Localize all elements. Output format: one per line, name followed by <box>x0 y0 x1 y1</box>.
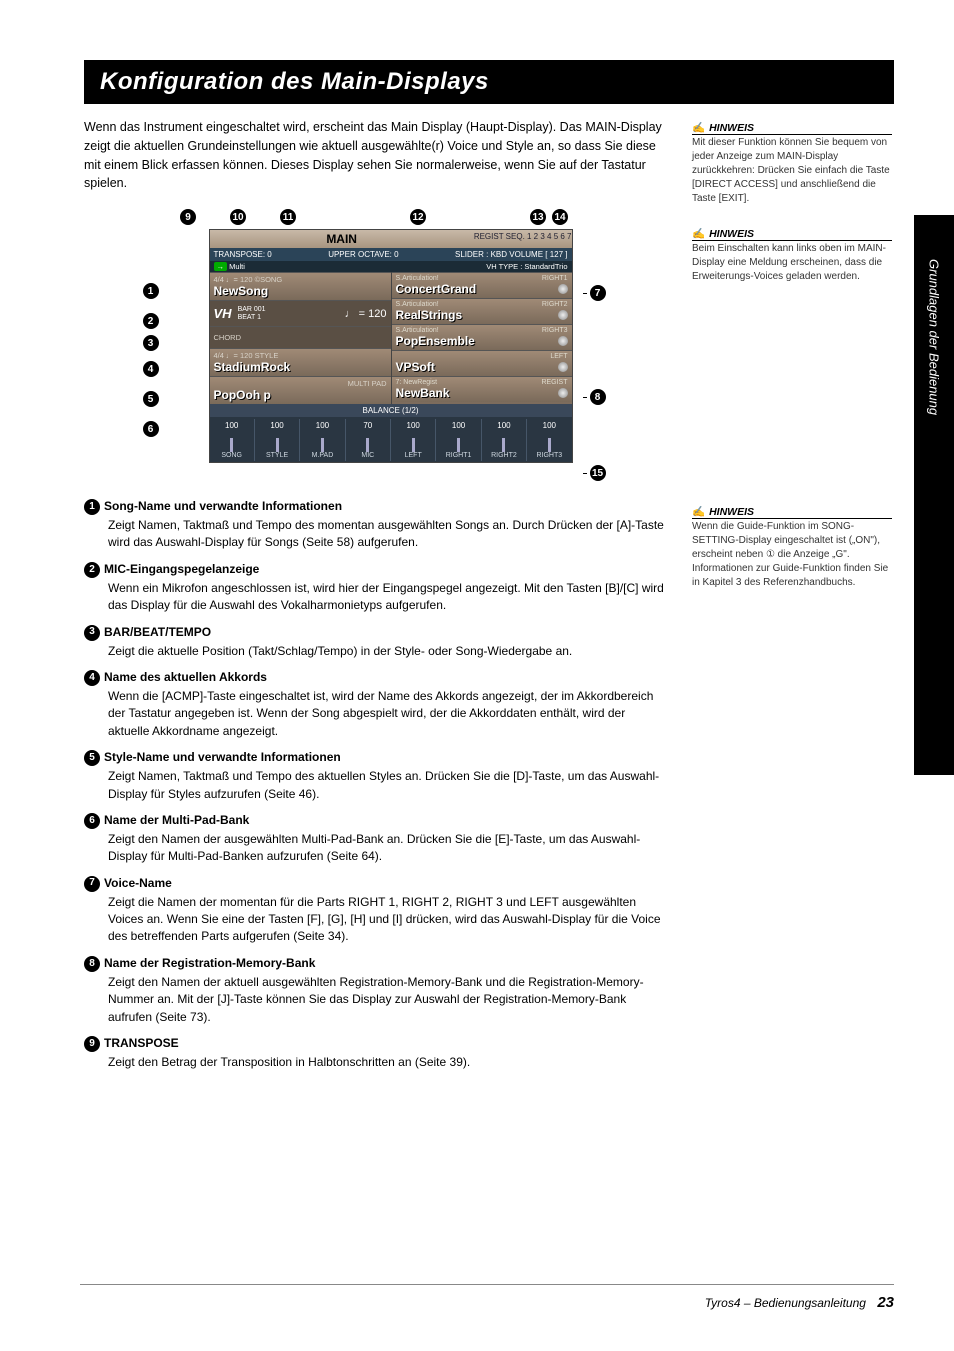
song-cell: 4/4 ♩= 120 ©SONG NewSong <box>210 272 391 300</box>
balance-item: 100RIGHT1 <box>436 419 481 461</box>
callout-2: 2 <box>143 313 159 329</box>
transpose-value: TRANSPOSE: 0 <box>214 250 272 259</box>
voice-right3: S.Articulation!RIGHT3 PopEnsemble <box>392 324 572 350</box>
annotation-number: 2 <box>84 562 100 578</box>
multi-label: Multi <box>229 262 245 271</box>
annotation-head: Name des aktuellen Akkords <box>104 669 267 686</box>
balance-item: 100M.PAD <box>300 419 345 461</box>
voice-right1: S.Articulation!RIGHT1 ConcertGrand <box>392 272 572 298</box>
annotation-body: Zeigt Namen, Taktmaß und Tempo des momen… <box>84 517 664 552</box>
callout-15: 15 <box>590 465 606 481</box>
annotation-item: 3BAR/BEAT/TEMPO Zeigt die aktuelle Positi… <box>84 623 664 660</box>
callout-14: 14 <box>552 209 568 225</box>
page-title: Konfiguration des Main-Displays <box>84 60 894 104</box>
multipad-cell: MULTI PAD PopOoh p <box>210 376 391 404</box>
annotation-body: Zeigt Namen, Taktmaß und Tempo des aktue… <box>84 768 664 803</box>
annotation-item: 7Voice-Name Zeigt die Namen der momentan … <box>84 874 664 946</box>
callout-4: 4 <box>143 361 159 377</box>
annotation-number: 6 <box>84 813 100 829</box>
annotation-head: Style-Name und verwandte Informationen <box>104 749 341 766</box>
callout-12: 12 <box>410 209 426 225</box>
annotation-head: MIC-Eingangspegelanzeige <box>104 561 259 578</box>
regist-seq: REGIST SEQ. 1 2 3 4 5 6 7 <box>474 232 572 241</box>
annotation-list: 1Song-Name und verwandte Informationen Ze… <box>84 497 664 1071</box>
annotation-body: Zeigt den Betrag der Transposition in Ha… <box>84 1054 664 1071</box>
balance-item: 70MIC <box>346 419 391 461</box>
screen-title: MAIN REGIST SEQ. 1 2 3 4 5 6 7 <box>210 230 572 248</box>
note-1: HINWEIS Mit dieser Funktion können Sie b… <box>692 118 892 206</box>
annotation-body: Zeigt den Namen der aktuell ausgewählten… <box>84 974 664 1026</box>
annotation-number: 8 <box>84 956 100 972</box>
callout-9: 9 <box>180 209 196 225</box>
annotation-body: Zeigt die Namen der momentan für die Par… <box>84 894 664 946</box>
annotation-head: BAR/BEAT/TEMPO <box>104 624 211 641</box>
regist-cell: 7: NewRegistREGIST NewBank <box>392 376 572 402</box>
callout-10: 10 <box>230 209 246 225</box>
balance-row: 100SONG100STYLE100M.PAD70MIC100LEFT100RI… <box>210 417 572 462</box>
annotation-number: 7 <box>84 876 100 892</box>
callout-13: 13 <box>530 209 546 225</box>
balance-item: 100SONG <box>210 419 255 461</box>
vh-type: VH TYPE : StandardTrio <box>486 262 567 271</box>
chord-cell: CHORD <box>210 326 391 348</box>
balance-item: 100RIGHT2 <box>482 419 527 461</box>
annotation-head: Name der Registration-Memory-Bank <box>104 955 315 972</box>
balance-item: 100RIGHT3 <box>527 419 571 461</box>
annotation-item: 2MIC-Eingangspegelanzeige Wenn ein Mikrof… <box>84 560 664 615</box>
balance-item: 100LEFT <box>391 419 436 461</box>
annotation-item: 1Song-Name und verwandte Informationen Ze… <box>84 497 664 552</box>
voice-right2: S.Articulation!RIGHT2 RealStrings <box>392 298 572 324</box>
page-footer: Tyros4 – Bedienungsanleitung 23 <box>705 1294 894 1311</box>
upper-octave-value: UPPER OCTAVE: 0 <box>328 250 398 259</box>
annotation-number: 9 <box>84 1036 100 1052</box>
annotation-body: Zeigt den Namen der ausgewählten Multi-P… <box>84 831 664 866</box>
slider-kbd: SLIDER : KBD VOLUME [ 127 ] <box>455 250 567 259</box>
annotation-item: 9TRANSPOSE Zeigt den Betrag der Transposi… <box>84 1034 664 1071</box>
callout-7: 7 <box>590 285 606 301</box>
annotation-number: 3 <box>84 625 100 641</box>
annotation-item: 6Name der Multi-Pad-Bank Zeigt den Namen … <box>84 811 664 866</box>
callout-11: 11 <box>280 209 296 225</box>
mic-cell: VH BAR 001 BEAT 1 ♩ = 120 <box>210 300 391 326</box>
main-display-figure: 1 2 3 4 5 6 MAIN REGIST SEQ. 1 2 3 <box>143 229 606 483</box>
annotation-head: Name der Multi-Pad-Bank <box>104 812 249 829</box>
annotation-head: TRANSPOSE <box>104 1035 179 1052</box>
callout-3: 3 <box>143 335 159 351</box>
annotation-item: 8Name der Registration-Memory-Bank Zeigt … <box>84 954 664 1026</box>
annotation-number: 5 <box>84 750 100 766</box>
intro-text: Wenn das Instrument eingeschaltet wird, … <box>84 118 664 193</box>
callout-5: 5 <box>143 391 159 407</box>
voice-left: LEFT VPSoft <box>392 350 572 376</box>
annotation-body: Wenn ein Mikrofon angeschlossen ist, wir… <box>84 580 664 615</box>
balance-title: BALANCE (1/2) <box>210 404 572 417</box>
style-cell: 4/4 ♩= 120 STYLE StadiumRock <box>210 348 391 376</box>
callout-8: 8 <box>590 389 606 405</box>
annotation-item: 5Style-Name und verwandte Informationen Z… <box>84 748 664 803</box>
figure-top-callouts: 9 10 11 12 13 14 <box>180 207 568 227</box>
annotation-head: Voice-Name <box>104 875 172 892</box>
annotation-body: Zeigt die aktuelle Position (Takt/Schlag… <box>84 643 664 660</box>
annotation-head: Song-Name und verwandte Informationen <box>104 498 342 515</box>
note-2: HINWEIS Beim Einschalten kann links oben… <box>692 224 892 284</box>
main-display-screen: MAIN REGIST SEQ. 1 2 3 4 5 6 7 TRANSPOSE… <box>209 229 573 463</box>
annotation-body: Wenn die [ACMP]-Taste eingeschaltet ist,… <box>84 688 664 740</box>
callout-6: 6 <box>143 421 159 437</box>
annotation-number: 4 <box>84 670 100 686</box>
annotation-item: 4Name des aktuellen Akkords Wenn die [ACM… <box>84 668 664 740</box>
annotation-number: 1 <box>84 499 100 515</box>
callout-1: 1 <box>143 283 159 299</box>
balance-item: 100STYLE <box>255 419 300 461</box>
note-3: HINWEIS Wenn die Guide-Funktion im SONG-… <box>692 502 892 590</box>
